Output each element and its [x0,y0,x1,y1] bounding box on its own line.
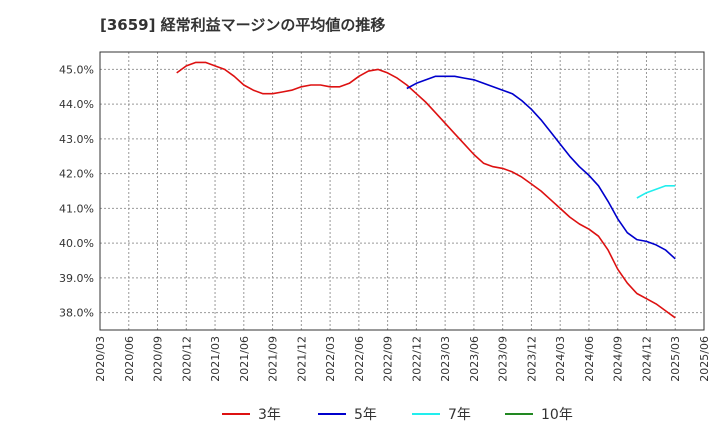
series-line-2 [636,185,676,199]
x-tick-label: 2023/12 [525,336,538,382]
plot-frame [99,51,705,331]
x-tick-label: 2020/12 [180,336,193,382]
x-tick-label: 2020/06 [123,336,136,382]
legend-label-3: 10年 [541,407,573,423]
x-tick-label: 2021/03 [209,336,222,382]
y-tick-label: 42.0% [59,168,94,181]
x-tick-label: 2022/09 [382,336,395,382]
legend-label-0: 3年 [258,407,281,423]
y-tick-label: 44.0% [59,98,94,111]
y-tick-label: 39.0% [59,272,94,285]
x-tick-label: 2022/06 [353,336,366,382]
y-tick-label: 38.0% [59,307,94,320]
plot-area [100,52,704,330]
x-tick-label: 2023/09 [497,336,510,382]
x-tick-label: 2024/03 [554,336,567,382]
y-tick-label: 45.0% [59,63,94,76]
x-tick-label: 2024/06 [583,336,596,382]
x-tick-label: 2021/12 [295,336,308,382]
series-line-1 [406,75,676,260]
x-tick-label: 2024/09 [612,336,625,382]
legend-label-1: 5年 [354,407,377,423]
x-tick-label: 2024/12 [640,336,653,382]
x-tick-label: 2021/06 [238,336,251,382]
y-tick-label: 41.0% [59,202,94,215]
x-tick-label: 2025/06 [698,336,711,382]
y-tick-label: 43.0% [59,133,94,146]
x-tick-label: 2021/09 [267,336,280,382]
x-tick-label: 2022/03 [324,336,337,382]
x-tick-label: 2023/06 [468,336,481,382]
y-tick-label: 40.0% [59,237,94,250]
chart-title: [3659] 経常利益マージンの平均値の推移 [100,16,386,34]
x-tick-label: 2020/09 [152,336,165,382]
legend-label-2: 7年 [448,407,471,423]
x-tick-label: 2023/03 [439,336,452,382]
x-tick-label: 2020/03 [94,336,107,382]
x-tick-label: 2022/12 [410,336,423,382]
x-tick-label: 2025/03 [669,336,682,382]
series-line-0 [176,61,676,319]
